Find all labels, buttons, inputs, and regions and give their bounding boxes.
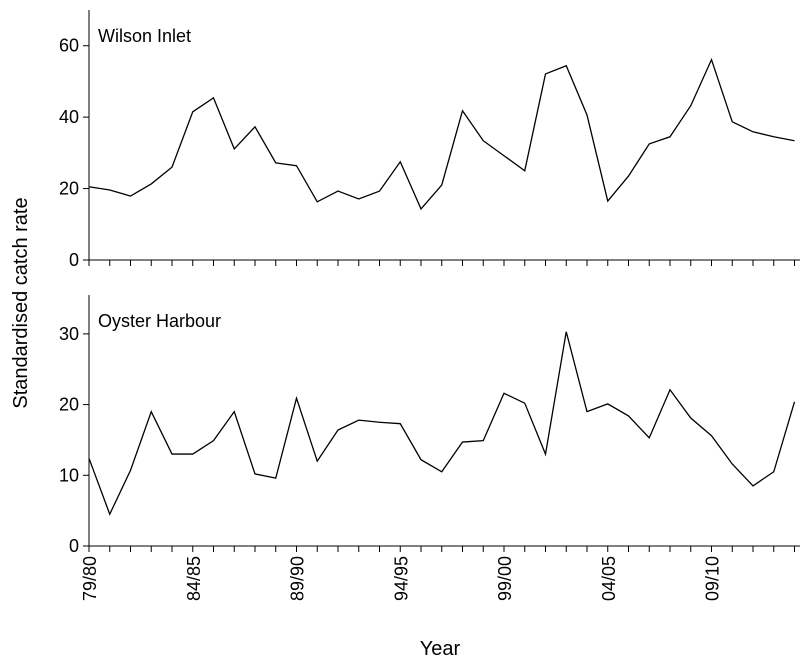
y-axis-label: Standardised catch rate [10, 197, 32, 408]
panel-title: Oyster Harbour [98, 311, 221, 331]
y-tick-label: 0 [69, 250, 79, 270]
x-tick-label: 09/10 [703, 556, 723, 601]
y-tick-label: 40 [59, 107, 79, 127]
x-tick-label: 99/00 [495, 556, 515, 601]
x-tick-label: 89/90 [288, 556, 308, 601]
line-series [88, 57, 795, 211]
line-series [88, 331, 796, 516]
y-tick-label: 20 [59, 179, 79, 199]
y-tick-label: 20 [59, 395, 79, 415]
x-tick-label: 04/05 [599, 556, 619, 601]
y-tick-label: 0 [69, 536, 79, 556]
x-axis-label: Year [420, 638, 461, 660]
panel-title: Wilson Inlet [98, 26, 191, 46]
y-tick-label: 10 [59, 465, 79, 485]
x-tick-label: 84/85 [184, 556, 204, 601]
y-tick-label: 60 [59, 36, 79, 56]
x-tick-label: 79/80 [80, 556, 100, 601]
y-tick-label: 30 [59, 324, 79, 344]
x-tick-label: 94/95 [391, 556, 411, 601]
